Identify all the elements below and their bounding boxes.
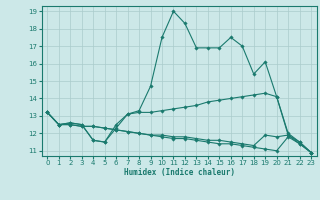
X-axis label: Humidex (Indice chaleur): Humidex (Indice chaleur) (124, 168, 235, 177)
